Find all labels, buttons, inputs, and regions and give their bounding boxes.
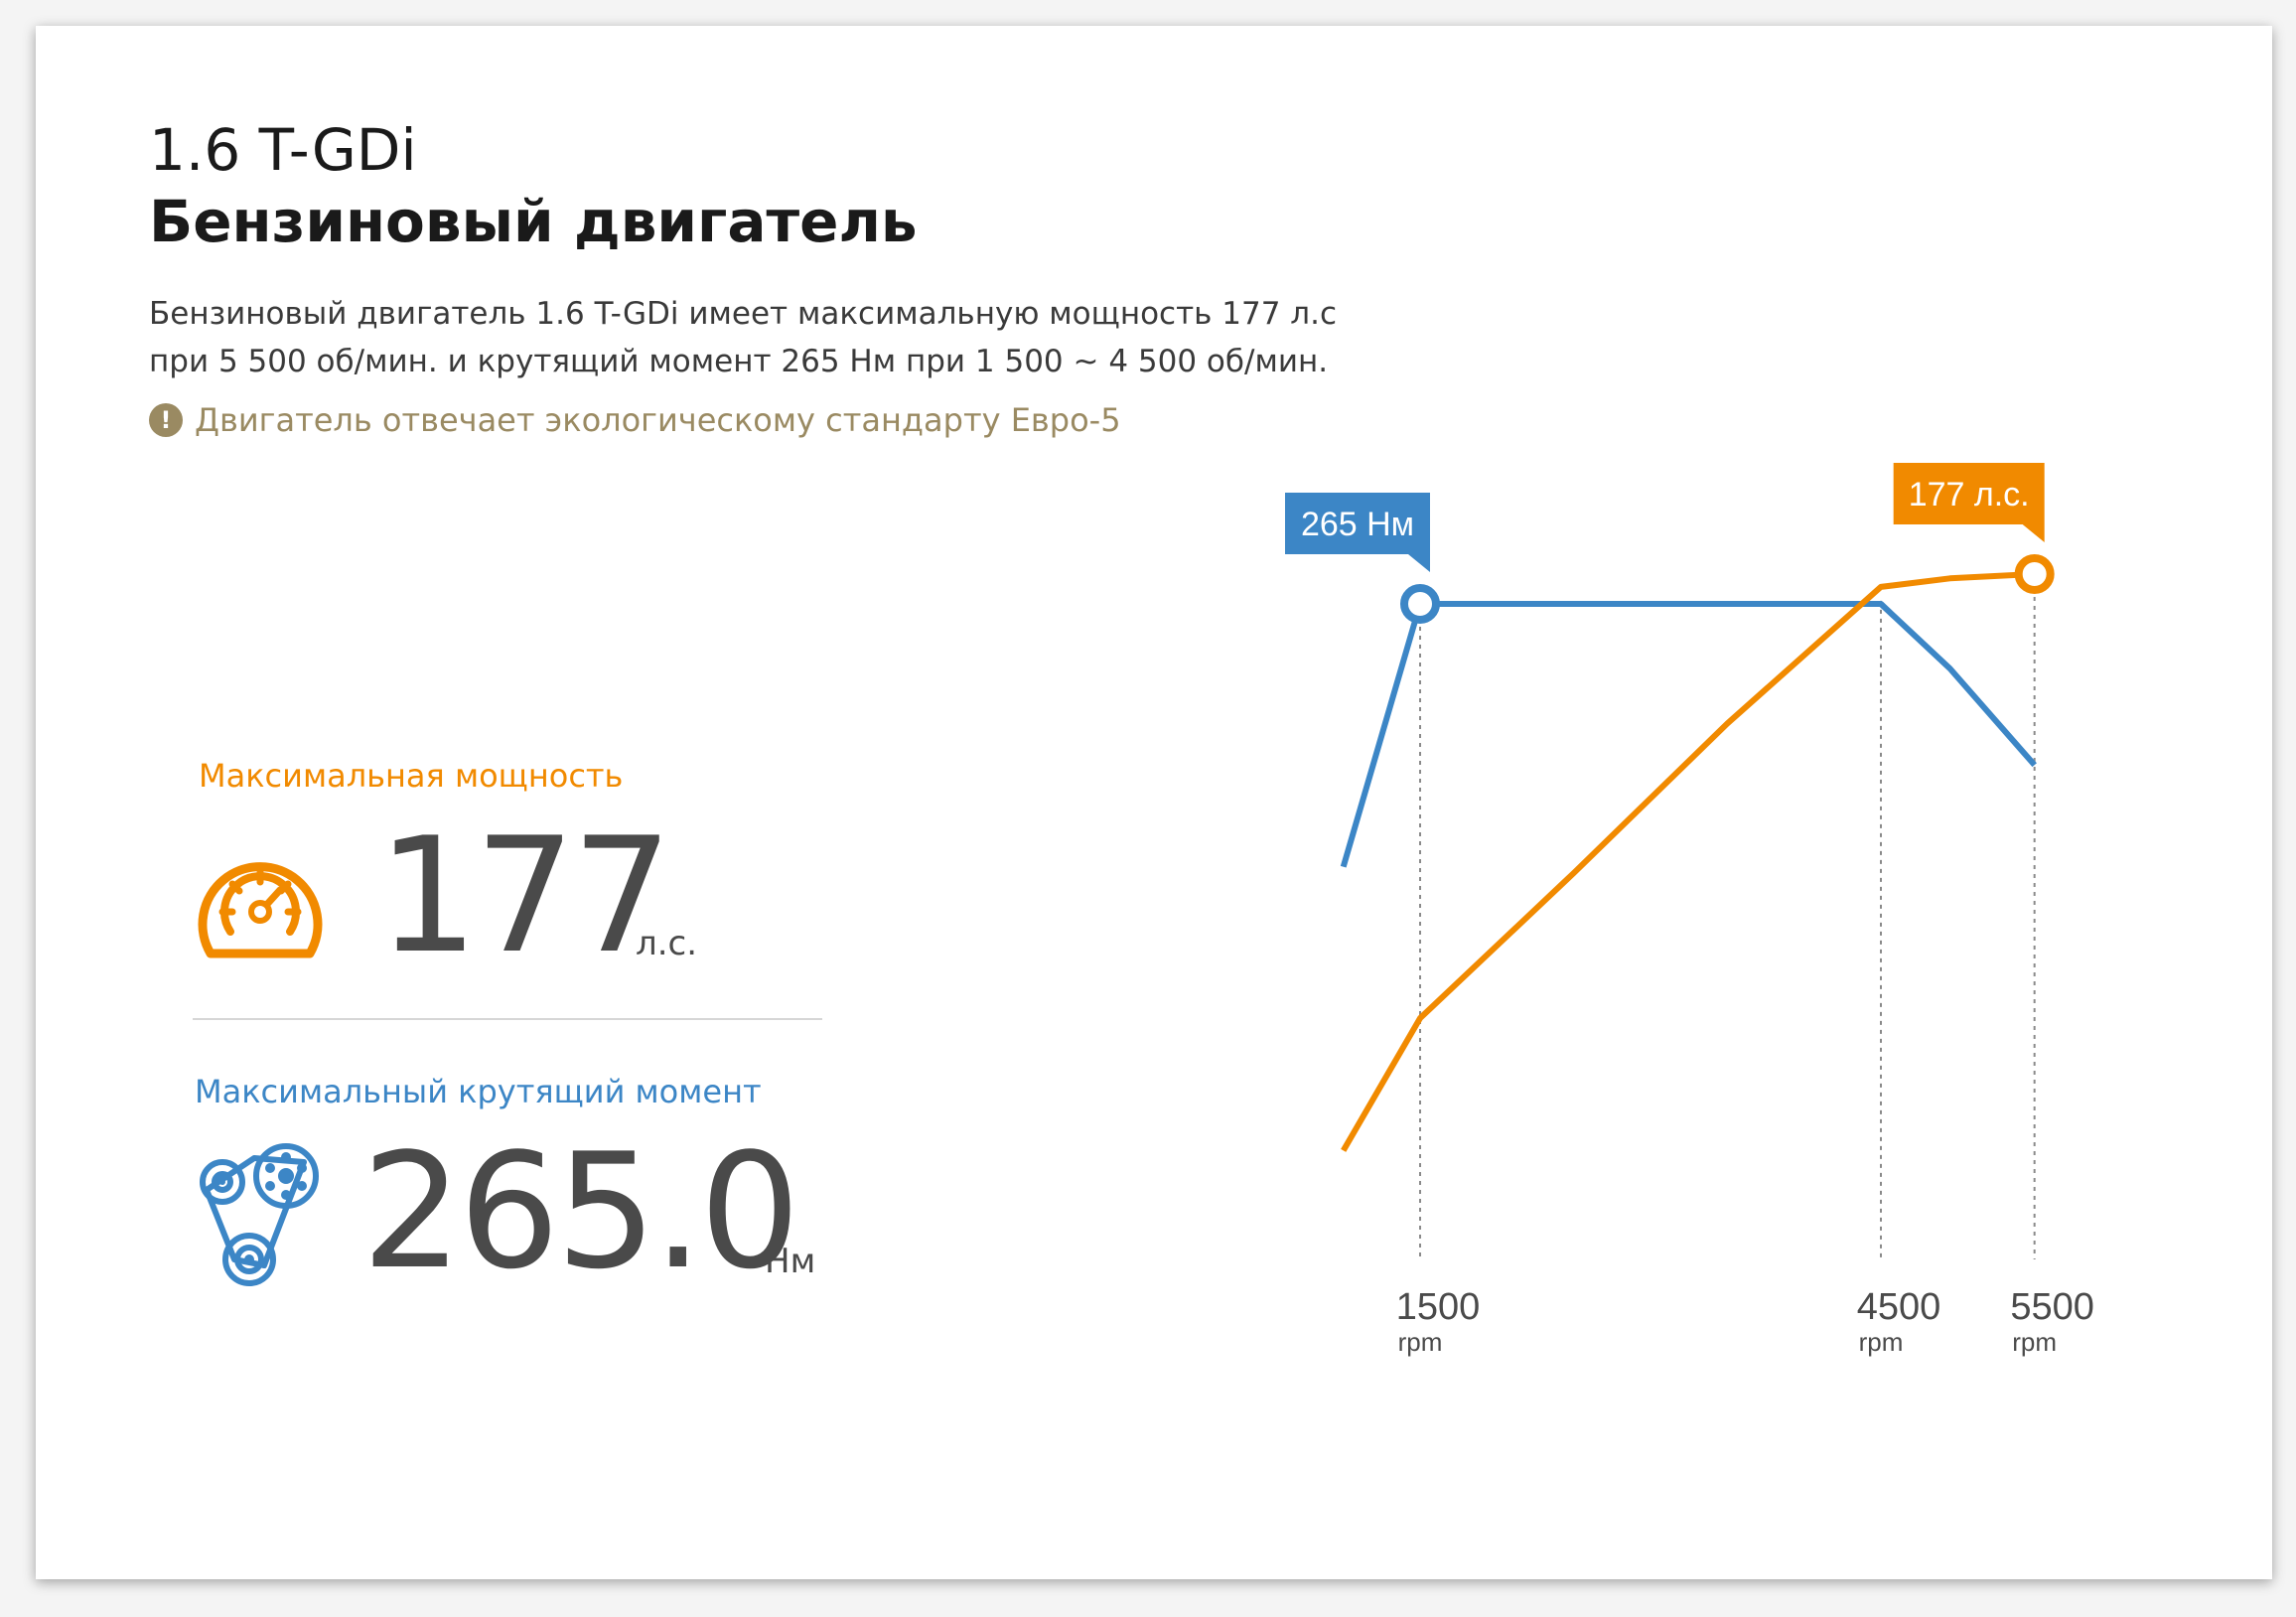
power-line [1341, 571, 2035, 1152]
title-engine-type: Бензиновый двигатель [149, 188, 918, 255]
torque-peak-label: 265 Нм [1301, 506, 1414, 543]
speedometer-icon [198, 862, 323, 958]
description-line-1: Бензиновый двигатель 1.6 T-GDi имеет мак… [149, 296, 1338, 332]
torque-line [1340, 601, 2037, 868]
engine-card [36, 26, 2272, 1579]
stats-divider [193, 1018, 822, 1020]
x-tick-label-5500: 5500 [2010, 1286, 2094, 1328]
max-torque-value: 265.0 [361, 1118, 800, 1304]
torque-peak-marker [1400, 584, 1440, 624]
x-tick-label-4500: 4500 [1857, 1286, 1941, 1328]
title-model: 1.6 T-GDi [149, 116, 417, 184]
max-torque-label: Максимальный крутящий момент [195, 1073, 762, 1110]
max-power-unit: л.с. [636, 924, 698, 963]
max-power-label: Максимальная мощность [199, 757, 624, 795]
x-tick-label-1500: 1500 [1396, 1286, 1481, 1328]
x-tick-unit-5500: rpm [2012, 1327, 2057, 1357]
max-power-value: 177 [377, 803, 672, 988]
power-peak-flag [1893, 463, 2045, 542]
max-torque-unit: Нм [765, 1242, 816, 1281]
page-title: 1.6 T-GDi Бензиновый двигатель [149, 114, 918, 257]
euro5-note: ! Двигатель отвечает экологическому стан… [149, 397, 1121, 443]
x-tick-unit-1500: rpm [1398, 1327, 1443, 1357]
description-line-2: при 5 500 об/мин. и крутящий момент 265 … [149, 344, 1329, 379]
belt-pulley-icon [200, 1143, 319, 1286]
engine-description: Бензиновый двигатель 1.6 T-GDi имеет мак… [149, 290, 1341, 385]
euro5-note-text: Двигатель отвечает экологическому станда… [195, 401, 1121, 439]
power-peak-marker [2014, 554, 2055, 594]
x-tick-unit-4500: rpm [1859, 1327, 1904, 1357]
power-peak-label: 177 л.с. [1909, 476, 2030, 514]
torque-peak-flag [1285, 493, 1430, 572]
info-icon: ! [149, 403, 183, 437]
